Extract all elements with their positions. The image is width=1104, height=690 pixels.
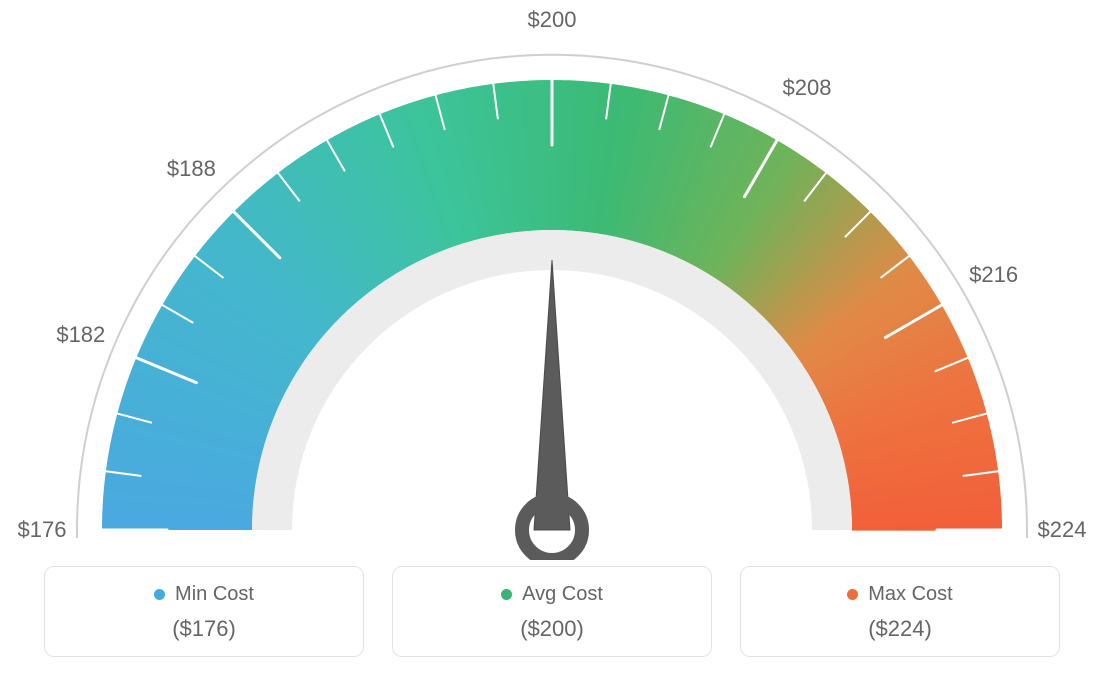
legend-card-min: Min Cost ($176) <box>44 566 364 657</box>
legend-value-max: ($224) <box>751 616 1049 642</box>
legend-label-max: Max Cost <box>868 583 952 606</box>
legend-card-avg: Avg Cost ($200) <box>392 566 712 657</box>
gauge-tick-label: $208 <box>783 75 832 101</box>
legend-dot-avg <box>501 589 512 600</box>
gauge-needle <box>534 260 570 530</box>
legend-row: Min Cost ($176) Avg Cost ($200) Max Cost… <box>0 566 1104 657</box>
legend-card-max: Max Cost ($224) <box>740 566 1060 657</box>
gauge-tick-label: $224 <box>1038 517 1087 543</box>
legend-label-min: Min Cost <box>175 583 254 606</box>
gauge-tick-label: $182 <box>56 322 105 348</box>
gauge-svg <box>0 0 1104 560</box>
legend-dot-max <box>847 589 858 600</box>
gauge-chart: $176 $182 $188 $200 $208 $216 $224 <box>0 0 1104 560</box>
gauge-tick-label: $188 <box>167 156 216 182</box>
legend-value-min: ($176) <box>55 616 353 642</box>
gauge-tick-label: $216 <box>969 262 1018 288</box>
gauge-tick-label: $200 <box>528 7 577 33</box>
legend-dot-min <box>154 589 165 600</box>
legend-label-avg: Avg Cost <box>522 583 603 606</box>
legend-value-avg: ($200) <box>403 616 701 642</box>
gauge-tick-label: $176 <box>18 517 67 543</box>
